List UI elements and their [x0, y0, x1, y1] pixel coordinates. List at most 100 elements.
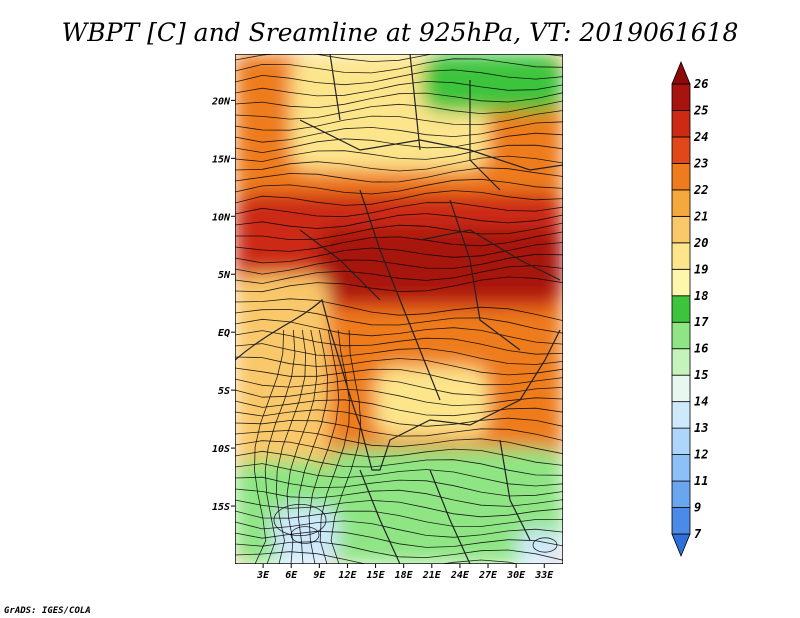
colorbar-swatch [671, 507, 691, 535]
x-tick-label: 3E [256, 570, 270, 581]
streamline [235, 231, 563, 252]
streamline [235, 378, 563, 396]
streamline [235, 100, 563, 120]
colorbar-swatch [671, 321, 691, 350]
credit-label: GrADS: IGES/COLA [4, 606, 91, 616]
streamline [308, 329, 340, 564]
colorbar-label: 25 [693, 103, 708, 117]
chart-title: WBPT [C] and Sreamline at 925hPa, VT: 20… [62, 18, 739, 47]
y-axis: 20N 15N 10N 5N EQ 5S 10S 15S [211, 96, 235, 513]
streamline [235, 80, 563, 97]
field-region [375, 366, 489, 437]
streamline [235, 265, 563, 284]
colorbar-swatch [671, 480, 691, 508]
colorbar-swatch [671, 83, 691, 111]
streamline [235, 488, 563, 507]
colorbar-label: 26 [693, 77, 708, 91]
streamline [235, 253, 563, 275]
colorbar-swatch [671, 189, 691, 217]
streamline [235, 213, 563, 229]
streamline [235, 356, 563, 376]
colorbar-swatch [671, 427, 691, 455]
colorbar-swatch [671, 163, 691, 191]
x-tick-label: 12E [338, 570, 357, 581]
colorbar-label: 13 [694, 421, 708, 435]
field-region [235, 274, 329, 472]
streamline [235, 202, 563, 218]
x-tick-label: 27E [478, 570, 498, 581]
streamline [235, 330, 563, 355]
streamline [235, 551, 520, 564]
y-tick-label: EQ [218, 328, 230, 339]
plot-area [235, 54, 563, 564]
field-region [319, 227, 563, 298]
x-axis: 3E 6E 9E 12E 15E 18E 21E 24E 27E 30E 33E [256, 564, 554, 581]
x-tick-label: 21E [422, 570, 442, 581]
streamline [235, 440, 563, 466]
colorbar-min-arrow [671, 533, 691, 558]
streamline [319, 329, 350, 564]
colorbar-label: 21 [693, 209, 708, 223]
colorbar-label: 7 [694, 527, 702, 541]
colorbar-label: 16 [694, 342, 708, 356]
x-tick-label: 15E [367, 570, 386, 581]
streamline [235, 276, 563, 293]
streamline [235, 69, 563, 86]
colorbar-label: 24 [693, 130, 708, 144]
colorbar-swatch [671, 401, 691, 429]
streamline [275, 329, 307, 564]
colorbar-swatch [671, 268, 691, 297]
streamline [235, 190, 563, 206]
streamline [235, 499, 563, 518]
colorbar-max-arrow [671, 60, 691, 85]
y-tick-label: 15S [212, 502, 230, 513]
colorbar-label: 15 [694, 368, 708, 382]
colorbar-swatch [671, 242, 691, 270]
streamline [297, 329, 328, 564]
colorbar-swatch [671, 454, 691, 482]
streamline [235, 58, 563, 74]
colorbar-swatch [671, 215, 691, 244]
y-tick-label: 5S [218, 386, 230, 397]
streamline [235, 110, 563, 131]
streamline [235, 132, 563, 154]
streamline [235, 178, 563, 195]
streamline [235, 121, 563, 143]
colorbar-label: 23 [693, 156, 708, 170]
streamline [254, 329, 285, 564]
streamline [235, 510, 563, 527]
x-tick-label: 30E [506, 570, 526, 581]
streamline [286, 329, 318, 564]
streamline [330, 329, 362, 564]
streamlines [235, 54, 563, 564]
y-tick-label: 15N [212, 154, 231, 165]
y-tick-label: 5N [218, 270, 231, 281]
colorbar: 7 9 11 12 13 14 15 16 17 18 19 20 21 22 23 24 25 26 [671, 60, 709, 558]
colorbar-swatch [671, 295, 691, 323]
x-tick-label: 33E [534, 570, 554, 581]
y-tick-label: 10N [212, 212, 231, 223]
streamline [235, 298, 563, 321]
streamline [235, 222, 563, 241]
streamline [235, 541, 563, 561]
x-tick-label: 9E [313, 570, 326, 581]
colorbar-label: 9 [694, 501, 701, 515]
colorbar-label: 18 [694, 289, 708, 303]
streamline [235, 167, 563, 183]
streamline [235, 399, 563, 417]
streamline [235, 309, 563, 334]
streamline [235, 476, 563, 497]
streamline [235, 54, 563, 63]
x-tick-label: 18E [395, 570, 414, 581]
streamline [235, 463, 563, 487]
colorbar-swatch [671, 136, 691, 164]
streamline [235, 155, 563, 172]
colorbar-label: 11 [694, 474, 708, 488]
x-tick-label: 24E [450, 570, 470, 581]
streamline-vortex [532, 537, 558, 553]
colorbar-label: 17 [694, 315, 709, 329]
x-tick-label: 6E [285, 570, 298, 581]
colorbar-swatch [671, 348, 691, 376]
streamline [235, 343, 563, 365]
y-tick-label: 10S [212, 444, 230, 455]
